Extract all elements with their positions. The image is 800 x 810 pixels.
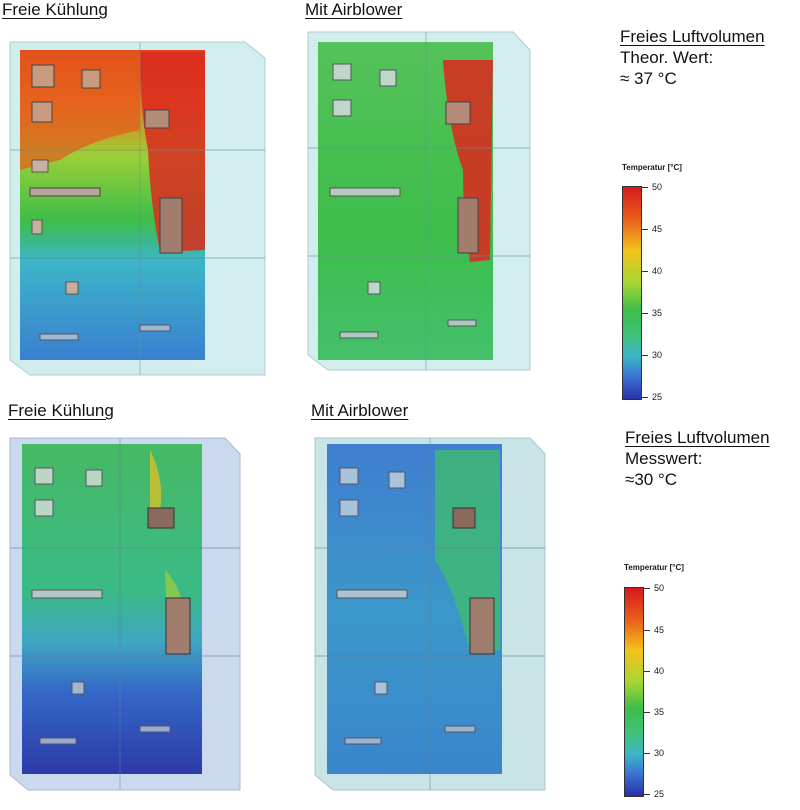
component-large [159,197,183,254]
legend-tick: 45 [652,224,663,234]
simulation-airblower-top [307,31,531,371]
legend-tick: 25 [652,392,663,402]
warm-plume [150,450,162,510]
component-box [81,69,101,89]
bottom-info-line1: Messwert: [625,449,703,468]
simulation-free-cooling-bottom [9,437,241,791]
temperature-legend-top: Temperatur [°C] 50 45 40 35 30 25 [600,160,750,410]
component-box [31,64,55,88]
legend-tick: 30 [654,748,665,758]
top-info-block: Freies Luftvolumen Theor. Wert: ≈ 37 °C [620,26,765,89]
bottom-right-title: Mit Airblower [311,401,409,420]
simulation-airblower-bottom [314,437,546,791]
bottom-info-line2: ≈30 °C [625,470,678,489]
legend-tick: 35 [654,707,665,717]
component-box [147,507,175,529]
component-box [144,109,170,129]
top-info-line1: Theor. Wert: [620,48,714,67]
component-rail [29,187,101,197]
top-info-title: Freies Luftvolumen [620,27,765,46]
top-left-title: Freie Kühlung [2,0,108,19]
component-large [165,597,191,655]
hot-zone [140,52,205,252]
legend-title: Temperatur [°C] [622,163,682,172]
legend-tick: 40 [652,266,663,276]
legend-tick: 50 [652,182,663,192]
component-box [31,101,53,123]
legend-tick: 25 [654,789,665,799]
legend-color-bar [622,186,642,400]
legend-tick: 30 [652,350,663,360]
temperature-legend-bottom: Temperatur [°C] 50 45 40 35 30 25 [600,560,750,810]
legend-tick: 45 [654,625,665,635]
top-info-line2: ≈ 37 °C [620,69,677,88]
bottom-info-title: Freies Luftvolumen [625,428,770,447]
legend-tick: 35 [652,308,663,318]
legend-title: Temperatur [°C] [624,563,684,572]
bottom-info-block: Freies Luftvolumen Messwert: ≈30 °C [625,427,770,490]
top-right-title: Mit Airblower [305,0,403,19]
bottom-left-title: Freie Kühlung [8,401,114,420]
legend-tick: 50 [654,583,665,593]
simulation-free-cooling-top [9,41,266,376]
legend-color-bar [624,587,644,797]
legend-tick: 40 [654,666,665,676]
